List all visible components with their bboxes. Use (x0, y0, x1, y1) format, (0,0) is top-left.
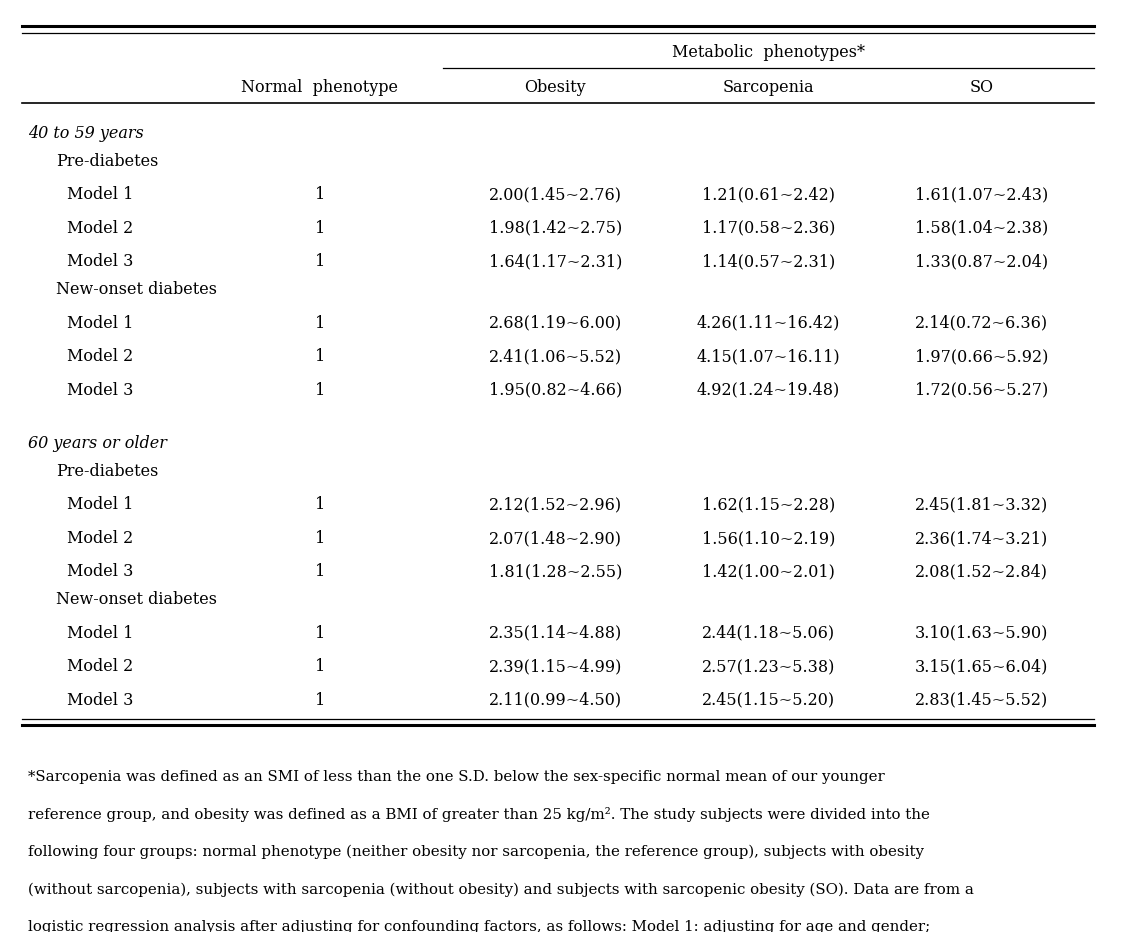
Text: Normal  phenotype: Normal phenotype (241, 79, 398, 96)
Text: 1.58(1.04~2.38): 1.58(1.04~2.38) (916, 220, 1048, 237)
Text: 1: 1 (314, 692, 325, 709)
Text: 1: 1 (314, 349, 325, 365)
Text: Obesity: Obesity (525, 79, 586, 96)
Text: 2.36(1.74~3.21): 2.36(1.74~3.21) (916, 530, 1048, 547)
Text: 1.62(1.15~2.28): 1.62(1.15~2.28) (702, 497, 835, 514)
Text: 1.61(1.07~2.43): 1.61(1.07~2.43) (916, 186, 1048, 203)
Text: 1.64(1.17~2.31): 1.64(1.17~2.31) (489, 254, 622, 270)
Text: Model 3: Model 3 (67, 564, 134, 581)
Text: 1.81(1.28~2.55): 1.81(1.28~2.55) (489, 564, 622, 581)
Text: Model 1: Model 1 (67, 624, 134, 642)
Text: 4.15(1.07~16.11): 4.15(1.07~16.11) (697, 349, 840, 365)
Text: 1.21(0.61~2.42): 1.21(0.61~2.42) (702, 186, 835, 203)
Text: 2.35(1.14~4.88): 2.35(1.14~4.88) (489, 624, 622, 642)
Text: 2.14(0.72~6.36): 2.14(0.72~6.36) (916, 315, 1048, 332)
Text: 3.15(1.65~6.04): 3.15(1.65~6.04) (916, 658, 1048, 676)
Text: New-onset diabetes: New-onset diabetes (56, 281, 217, 298)
Text: Sarcopenia: Sarcopenia (723, 79, 815, 96)
Text: 2.00(1.45~2.76): 2.00(1.45~2.76) (489, 186, 622, 203)
Text: Pre-diabetes: Pre-diabetes (56, 463, 158, 480)
Text: 2.41(1.06~5.52): 2.41(1.06~5.52) (489, 349, 622, 365)
Text: 4.26(1.11~16.42): 4.26(1.11~16.42) (697, 315, 840, 332)
Text: Pre-diabetes: Pre-diabetes (56, 153, 158, 170)
Text: 2.07(1.48~2.90): 2.07(1.48~2.90) (489, 530, 622, 547)
Text: New-onset diabetes: New-onset diabetes (56, 591, 217, 609)
Text: logistic regression analysis after adjusting for confounding factors, as follows: logistic regression analysis after adjus… (28, 920, 930, 932)
Text: Model 3: Model 3 (67, 254, 134, 270)
Text: 1: 1 (314, 382, 325, 399)
Text: 2.39(1.15~4.99): 2.39(1.15~4.99) (489, 658, 622, 676)
Text: 2.83(1.45~5.52): 2.83(1.45~5.52) (916, 692, 1048, 709)
Text: following four groups: normal phenotype (neither obesity nor sarcopenia, the ref: following four groups: normal phenotype … (28, 844, 925, 859)
Text: 3.10(1.63~5.90): 3.10(1.63~5.90) (916, 624, 1048, 642)
Text: (without sarcopenia), subjects with sarcopenia (without obesity) and subjects wi: (without sarcopenia), subjects with sarc… (28, 882, 974, 897)
Text: 2.12(1.52~2.96): 2.12(1.52~2.96) (489, 497, 622, 514)
Text: 2.57(1.23~5.38): 2.57(1.23~5.38) (702, 658, 835, 676)
Text: 1.14(0.57~2.31): 1.14(0.57~2.31) (702, 254, 835, 270)
Text: 1: 1 (314, 564, 325, 581)
Text: 1: 1 (314, 624, 325, 642)
Text: 1: 1 (314, 254, 325, 270)
Text: 1: 1 (314, 497, 325, 514)
Text: 1.56(1.10~2.19): 1.56(1.10~2.19) (702, 530, 835, 547)
Text: Model 1: Model 1 (67, 315, 134, 332)
Text: Metabolic  phenotypes*: Metabolic phenotypes* (672, 44, 865, 61)
Text: 2.11(0.99~4.50): 2.11(0.99~4.50) (489, 692, 622, 709)
Text: 1.33(0.87~2.04): 1.33(0.87~2.04) (916, 254, 1048, 270)
Text: 2.08(1.52~2.84): 2.08(1.52~2.84) (916, 564, 1048, 581)
Text: 1: 1 (314, 658, 325, 676)
Text: Model 2: Model 2 (67, 530, 134, 547)
Text: Model 2: Model 2 (67, 349, 134, 365)
Text: 40 to 59 years: 40 to 59 years (28, 125, 144, 142)
Text: 2.44(1.18~5.06): 2.44(1.18~5.06) (702, 624, 835, 642)
Text: Model 3: Model 3 (67, 692, 134, 709)
Text: Model 2: Model 2 (67, 220, 134, 237)
Text: 2.45(1.81~3.32): 2.45(1.81~3.32) (916, 497, 1048, 514)
Text: Model 3: Model 3 (67, 382, 134, 399)
Text: 1.17(0.58~2.36): 1.17(0.58~2.36) (702, 220, 835, 237)
Text: 1: 1 (314, 315, 325, 332)
Text: 1: 1 (314, 186, 325, 203)
Text: 1.95(0.82~4.66): 1.95(0.82~4.66) (489, 382, 622, 399)
Text: 1.42(1.00~2.01): 1.42(1.00~2.01) (702, 564, 835, 581)
Text: 2.45(1.15~5.20): 2.45(1.15~5.20) (702, 692, 835, 709)
Text: Model 2: Model 2 (67, 658, 134, 676)
Text: SO: SO (969, 79, 994, 96)
Text: 2.68(1.19~6.00): 2.68(1.19~6.00) (489, 315, 622, 332)
Text: 1.97(0.66~5.92): 1.97(0.66~5.92) (916, 349, 1048, 365)
Text: *Sarcopenia was defined as an SMI of less than the one S.D. below the sex-specif: *Sarcopenia was defined as an SMI of les… (28, 771, 885, 785)
Text: Model 1: Model 1 (67, 497, 134, 514)
Text: reference group, and obesity was defined as a BMI of greater than 25 kg/m². The : reference group, and obesity was defined… (28, 807, 930, 822)
Text: 4.92(1.24~19.48): 4.92(1.24~19.48) (697, 382, 840, 399)
Text: 1: 1 (314, 530, 325, 547)
Text: 60 years or older: 60 years or older (28, 435, 167, 452)
Text: 1: 1 (314, 220, 325, 237)
Text: Model 1: Model 1 (67, 186, 134, 203)
Text: 1.72(0.56~5.27): 1.72(0.56~5.27) (916, 382, 1048, 399)
Text: 1.98(1.42~2.75): 1.98(1.42~2.75) (489, 220, 622, 237)
